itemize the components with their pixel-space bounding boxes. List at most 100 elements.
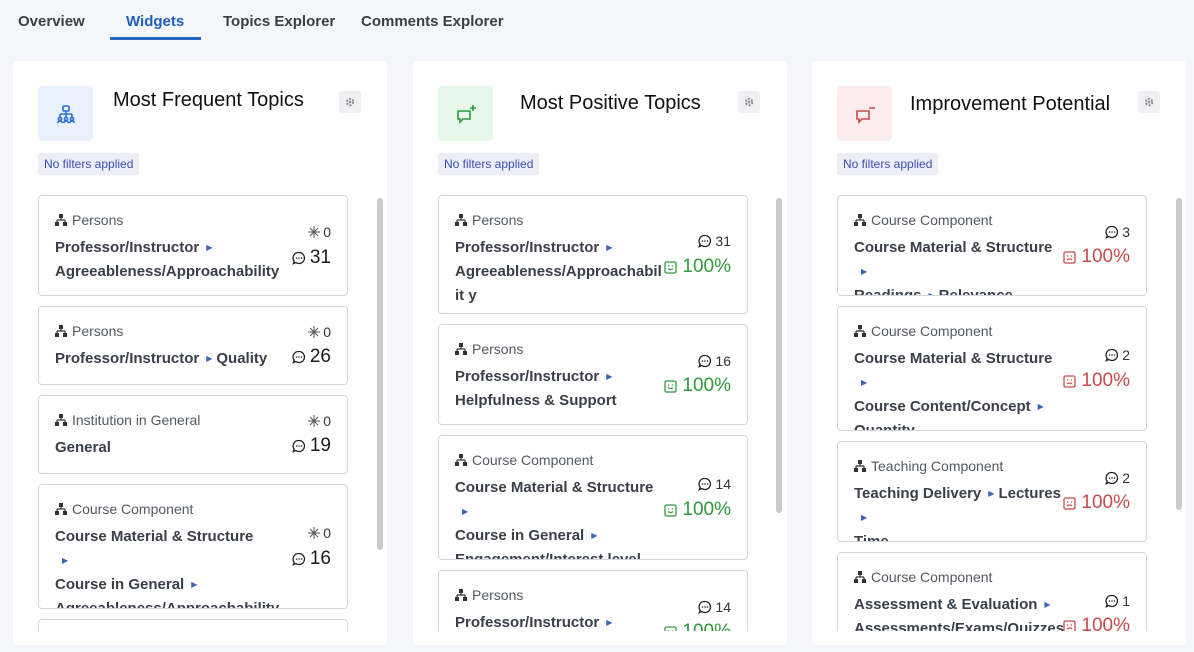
breadcrumb-arrow-icon: ▶ <box>462 507 469 516</box>
breadcrumb-arrow-icon: ▶ <box>606 243 613 252</box>
topic-path: Professor/Instructor ▶ Helpfulness & Suppo… <box>455 365 667 413</box>
topic-card[interactable]: Institution in General General 0 19 <box>38 395 348 474</box>
mention-count: 31 <box>698 233 731 249</box>
smile-icon <box>664 625 678 631</box>
sparkle-icon <box>308 226 321 238</box>
topic-card[interactable]: Persons Professor/Instructor ▶ Quality 0 2… <box>38 306 348 385</box>
topic-card[interactable]: Persons Professor/Instructor ▶ Helpfulness… <box>438 324 748 425</box>
tab-bar: Overview Widgets Topics Explorer Comment… <box>0 0 1194 44</box>
hierarchy-icon <box>455 343 467 355</box>
topic-list: Persons Professor/Instructor ▶ Agreeablene… <box>38 195 348 631</box>
topic-path: Professor/Instructor ▶ Quality <box>55 347 295 371</box>
smile-icon <box>664 503 678 517</box>
hierarchy-icon <box>55 503 67 515</box>
sentiment-count: 0 <box>308 413 331 429</box>
topic-path: Assessment & Evaluation ▶ Assessments/Exam… <box>854 593 1066 631</box>
topic-card[interactable]: Course Component Course Material & Struc… <box>438 435 748 560</box>
widget-most-frequent-topics: Most Frequent Topics No filters applied … <box>13 61 387 645</box>
widget-most-positive-topics: Most Positive Topics No filters applied … <box>413 61 787 645</box>
sentiment-count: 0 <box>308 224 331 240</box>
hierarchy-icon <box>55 414 67 426</box>
filter-badge: No filters applied <box>38 153 140 175</box>
comment-icon <box>1105 471 1119 485</box>
gear-icon[interactable] <box>339 91 361 113</box>
active-tab-indicator <box>110 37 201 40</box>
topic-card[interactable]: Persons Professor/Instructor▶ 14 100% <box>438 570 748 631</box>
topic-path: Professor/Instructor ▶ Agreeableness/Appro… <box>455 236 663 308</box>
breadcrumb-arrow-icon: ▶ <box>861 267 868 276</box>
topic-path: Course Material & Structure▶ Course in Ge… <box>455 479 654 560</box>
hierarchy-icon <box>455 589 467 601</box>
breadcrumb-arrow-icon: ▶ <box>62 556 69 565</box>
tab-comments-explorer[interactable]: Comments Explorer <box>361 13 504 30</box>
topic-card[interactable] <box>38 619 348 631</box>
mention-count: 2 <box>1105 347 1130 363</box>
topic-category: Course Component <box>455 452 593 468</box>
breadcrumb-arrow-icon: ▶ <box>861 513 868 522</box>
breadcrumb-arrow-icon: ▶ <box>928 291 935 296</box>
tab-topics-explorer[interactable]: Topics Explorer <box>223 13 336 30</box>
negative-percent: 100% <box>1063 246 1130 268</box>
comment-icon <box>1105 225 1119 239</box>
topic-card[interactable]: Course Component Course Material & Struc… <box>38 484 348 609</box>
topic-path: Professor/Instructor ▶ Agreeableness/Appro… <box>55 236 279 284</box>
tab-overview[interactable]: Overview <box>18 13 85 30</box>
positive-percent: 100% <box>664 621 731 631</box>
hierarchy-icon <box>854 571 866 583</box>
mention-count: 2 <box>1105 470 1130 486</box>
smile-icon <box>664 379 678 393</box>
topic-category: Teaching Component <box>854 458 1003 474</box>
topic-category: Course Component <box>854 569 992 585</box>
topic-path: Teaching Delivery ▶ Lectures▶ Time <box>854 482 1066 541</box>
widget-title: Most Positive Topics <box>520 92 701 114</box>
filter-badge: No filters applied <box>438 153 540 175</box>
topic-card[interactable]: Teaching Component Teaching Delivery ▶ Lec… <box>837 441 1147 542</box>
comment-icon <box>698 354 712 368</box>
topic-category: Persons <box>55 212 123 228</box>
topic-card[interactable]: Course Component Assessment & Evaluation… <box>837 552 1147 631</box>
topic-category: Institution in General <box>55 412 200 428</box>
tab-widgets[interactable]: Widgets <box>126 13 185 30</box>
gear-icon[interactable] <box>738 91 760 113</box>
topic-card[interactable]: Persons Professor/Instructor ▶ Agreeablene… <box>38 195 348 296</box>
mention-count: 14 <box>698 599 731 615</box>
topic-category: Course Component <box>55 501 193 517</box>
sparkle-icon <box>308 326 321 338</box>
comment-plus-icon <box>438 86 493 141</box>
mention-count: 3 <box>1105 224 1130 240</box>
scrollbar[interactable] <box>776 198 782 513</box>
sentiment-count: 0 <box>308 525 331 541</box>
comment-minus-icon <box>837 86 892 141</box>
breadcrumb-arrow-icon: ▶ <box>591 531 598 540</box>
hierarchy-icon <box>854 325 866 337</box>
comment-icon <box>291 350 305 364</box>
mention-count: 1 <box>1105 593 1130 609</box>
topic-card[interactable]: Persons Professor/Instructor ▶ Agreeablene… <box>438 195 748 314</box>
smile-icon <box>664 260 678 274</box>
filter-badge: No filters applied <box>837 153 939 175</box>
sparkle-icon <box>308 415 321 427</box>
scrollbar[interactable] <box>377 198 383 550</box>
mention-count: 14 <box>698 476 731 492</box>
gear-icon[interactable] <box>1138 91 1160 113</box>
topic-card[interactable]: Course Component Course Material & Struc… <box>837 195 1147 296</box>
topics-group-icon <box>38 86 93 141</box>
topic-category: Persons <box>455 212 523 228</box>
mention-count: 19 <box>291 435 331 457</box>
widget-title: Most Frequent Topics <box>113 89 304 111</box>
sparkle-icon <box>308 527 321 539</box>
positive-percent: 100% <box>664 499 731 521</box>
topic-card[interactable]: Course Component Course Material & Struc… <box>837 306 1147 431</box>
frown-icon <box>1063 619 1077 631</box>
negative-percent: 100% <box>1063 615 1130 631</box>
breadcrumb-arrow-icon: ▶ <box>1037 402 1044 411</box>
scrollbar[interactable] <box>1176 198 1182 510</box>
sentiment-count: 0 <box>308 324 331 340</box>
positive-percent: 100% <box>664 256 731 278</box>
negative-percent: 100% <box>1063 492 1130 514</box>
hierarchy-icon <box>854 214 866 226</box>
frown-icon <box>1063 374 1077 388</box>
hierarchy-icon <box>55 214 67 226</box>
breadcrumb-arrow-icon: ▶ <box>861 378 868 387</box>
breadcrumb-arrow-icon: ▶ <box>191 580 198 589</box>
